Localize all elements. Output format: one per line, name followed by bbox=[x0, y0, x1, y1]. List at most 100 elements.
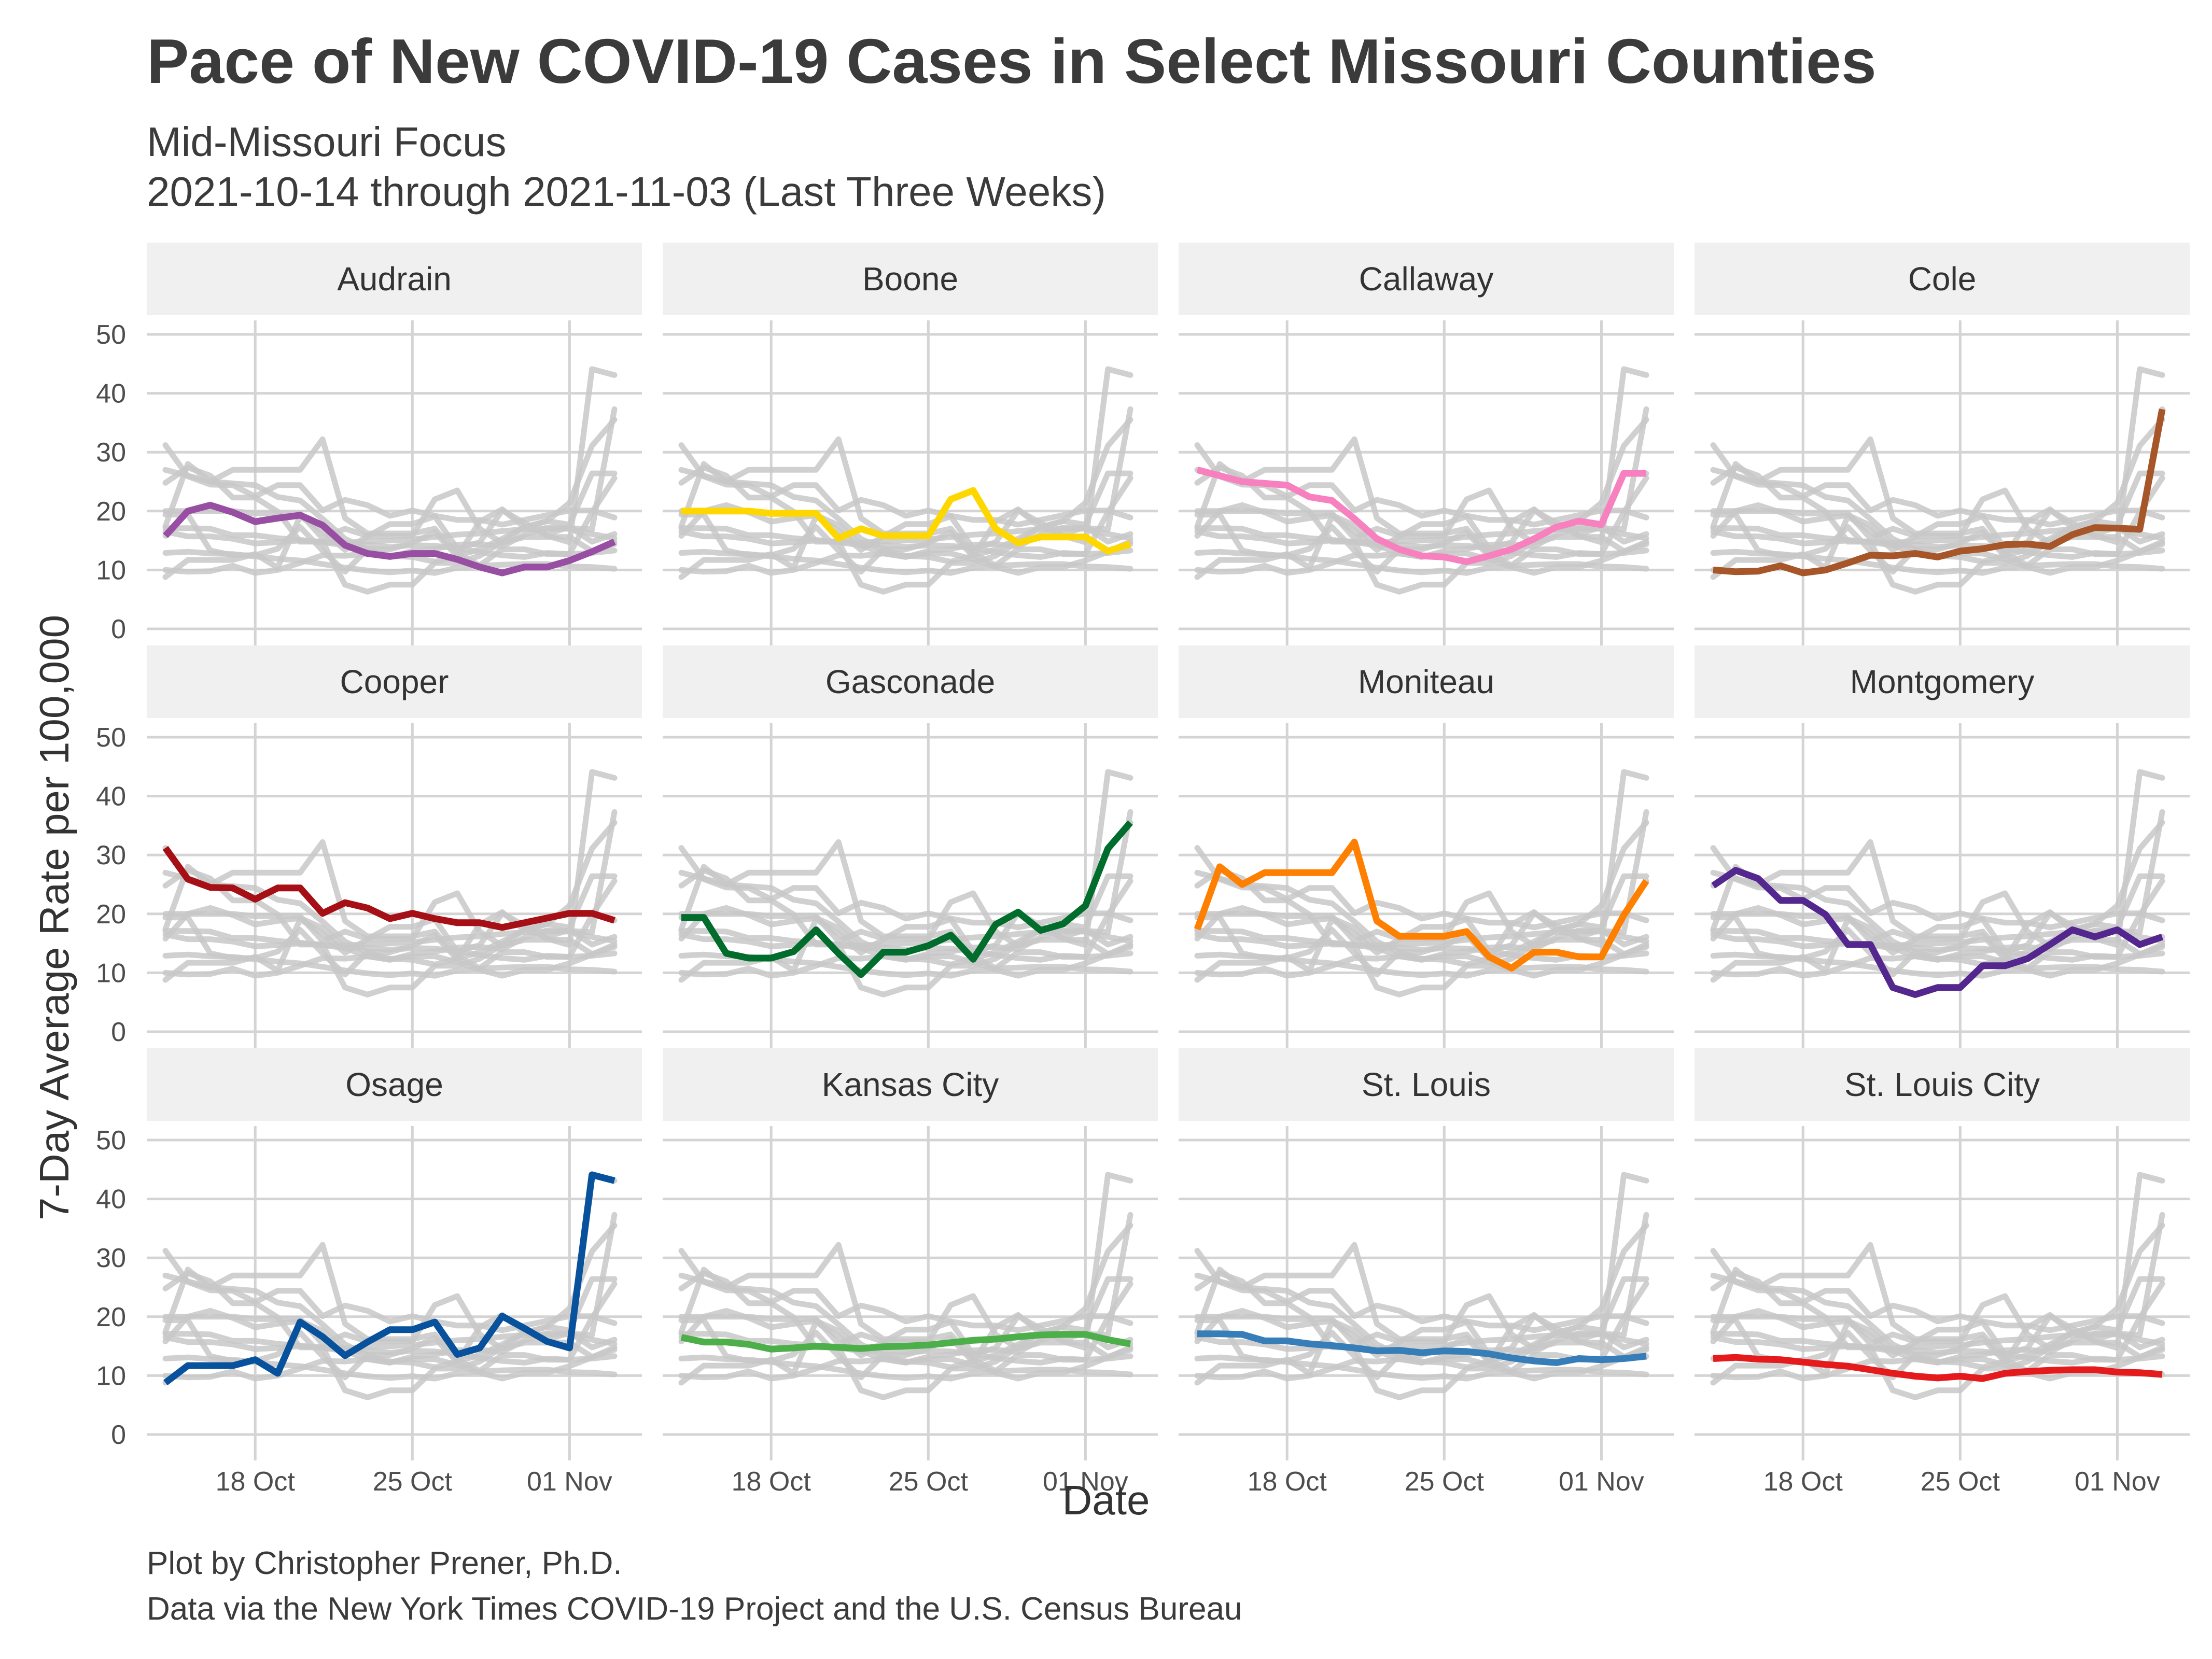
facet-label: Montgomery bbox=[1850, 663, 2035, 700]
background-series-line bbox=[678, 526, 1133, 546]
background-series-line bbox=[1194, 525, 1649, 560]
facet-strip bbox=[1179, 1048, 1674, 1121]
facet-strip bbox=[147, 1048, 642, 1121]
background-series-line bbox=[1194, 845, 1649, 931]
x-axis-title: Date bbox=[1062, 1477, 1150, 1523]
y-tick-label: 10 bbox=[96, 958, 126, 988]
facet-strip bbox=[1179, 243, 1674, 315]
caption-line-2: Data via the New York Times COVID-19 Pro… bbox=[147, 1591, 1242, 1627]
background-series-line bbox=[1710, 1248, 2165, 1333]
background-series-line bbox=[1194, 549, 1649, 576]
background-series-line bbox=[1710, 1331, 2165, 1366]
background-series-line bbox=[1710, 525, 2165, 560]
background-series-line bbox=[162, 951, 618, 979]
background-series-line bbox=[162, 525, 618, 560]
facet-label: Gasconade bbox=[825, 663, 995, 700]
y-tick-label: 30 bbox=[96, 1243, 126, 1273]
background-series-line bbox=[678, 1354, 1133, 1382]
y-tick-label: 0 bbox=[111, 1420, 126, 1450]
background-series-line bbox=[1710, 845, 2165, 931]
facet-strip bbox=[1695, 243, 2190, 315]
background-series-line bbox=[678, 525, 1133, 560]
background-series-line bbox=[1710, 1331, 2165, 1352]
background-series-line bbox=[678, 1331, 1133, 1366]
y-tick-label: 10 bbox=[96, 1361, 126, 1391]
background-series-line bbox=[1194, 1331, 1649, 1352]
y-tick-label: 50 bbox=[96, 320, 126, 350]
background-series-line bbox=[1710, 951, 2165, 979]
background-series-line bbox=[1710, 928, 2165, 963]
x-tick-label: 01 Nov bbox=[1043, 1467, 1128, 1497]
background-series-line bbox=[1710, 442, 2165, 528]
facet-panel: Montgomery bbox=[1695, 645, 2190, 1058]
y-tick-label: 40 bbox=[96, 782, 126, 812]
y-tick-label: 20 bbox=[96, 899, 126, 930]
background-series-line bbox=[1194, 929, 1649, 949]
facet-label: Callaway bbox=[1359, 260, 1494, 298]
facet-panel: Cooper 0 10 20 30 40 50 bbox=[96, 645, 642, 1058]
background-series-line bbox=[1194, 1248, 1649, 1333]
chart-title: Pace of New COVID-19 Cases in Select Mis… bbox=[147, 26, 1877, 96]
y-tick-label: 20 bbox=[96, 1302, 126, 1332]
caption-line-1: Plot by Christopher Prener, Ph.D. bbox=[147, 1545, 622, 1581]
background-series-line bbox=[162, 928, 618, 963]
background-series-line bbox=[678, 929, 1133, 949]
highlighted-series-line bbox=[162, 846, 615, 931]
x-tick-label: 18 Oct bbox=[216, 1467, 296, 1497]
y-tick-label: 50 bbox=[96, 1126, 126, 1156]
y-tick-label: 0 bbox=[111, 1017, 126, 1047]
background-series-line bbox=[162, 1331, 618, 1366]
highlighted-series-line bbox=[681, 820, 1133, 978]
background-series-line bbox=[1194, 526, 1649, 546]
highlighted-series-line bbox=[1194, 838, 1649, 972]
facet-panel: Gasconade bbox=[663, 645, 1158, 1058]
x-tick-label: 25 Oct bbox=[1921, 1467, 2000, 1497]
facet-strip bbox=[1179, 645, 1674, 718]
background-series-line bbox=[678, 1248, 1133, 1333]
facet-label: Kansas City bbox=[822, 1066, 999, 1103]
chart-subtitle-line-1: Mid-Missouri Focus bbox=[147, 119, 507, 165]
background-series-line bbox=[1194, 1354, 1649, 1382]
y-tick-label: 10 bbox=[96, 555, 126, 585]
facet-strip bbox=[1695, 645, 2190, 718]
highlighted-series-line bbox=[1711, 867, 2164, 998]
y-axis-title: 7-Day Average Rate per 100,000 bbox=[31, 614, 77, 1221]
x-tick-label: 01 Nov bbox=[2075, 1467, 2160, 1497]
highlighted-series-line bbox=[163, 501, 616, 577]
x-tick-label: 25 Oct bbox=[889, 1467, 969, 1497]
facet-strip bbox=[663, 645, 1158, 718]
highlighted-series-line bbox=[163, 1171, 615, 1386]
background-series-line bbox=[678, 845, 1133, 931]
facet-panel: Boone bbox=[663, 243, 1158, 655]
facet-label: Osage bbox=[345, 1066, 443, 1103]
y-tick-label: 50 bbox=[96, 723, 126, 753]
highlighted-series-line bbox=[1713, 1354, 2163, 1382]
faceted-line-chart: Audrain 0 10 20 30 40 50 Boone Callaway Cole Coope… bbox=[96, 243, 2190, 1497]
facet-strip bbox=[1695, 1048, 2190, 1121]
facet-panel: Callaway bbox=[1179, 243, 1674, 655]
y-tick-label: 20 bbox=[96, 497, 126, 527]
highlighted-series-line bbox=[680, 1331, 1131, 1353]
chart-subtitle-line-2: 2021-10-14 through 2021-11-03 (Last Thre… bbox=[147, 168, 1107, 215]
x-tick-label: 25 Oct bbox=[373, 1467, 453, 1497]
y-tick-label: 40 bbox=[96, 379, 126, 409]
x-tick-label: 18 Oct bbox=[1248, 1467, 1327, 1497]
facet-label: St. Louis City bbox=[1844, 1066, 2040, 1103]
facet-panel: Moniteau bbox=[1179, 645, 1674, 1058]
background-series-line bbox=[162, 1248, 618, 1333]
y-tick-label: 30 bbox=[96, 438, 126, 468]
facet-panel: Kansas City 18 Oct 25 Oct 01 Nov bbox=[663, 1048, 1158, 1497]
background-series-line bbox=[678, 549, 1133, 576]
x-tick-label: 01 Nov bbox=[527, 1467, 612, 1497]
facet-label: Cole bbox=[1908, 260, 1977, 298]
x-tick-label: 18 Oct bbox=[1763, 1467, 1843, 1497]
highlighted-series-line bbox=[1196, 467, 1646, 565]
y-tick-label: 0 bbox=[111, 614, 126, 644]
x-tick-label: 18 Oct bbox=[732, 1467, 811, 1497]
highlighted-series-line bbox=[681, 487, 1131, 555]
highlighted-series-line bbox=[1197, 1330, 1647, 1366]
facet-panel: St. Louis 18 Oct 25 Oct 01 Nov bbox=[1179, 1048, 1674, 1497]
background-series-line bbox=[162, 526, 618, 546]
facet-label: Cooper bbox=[340, 663, 449, 700]
